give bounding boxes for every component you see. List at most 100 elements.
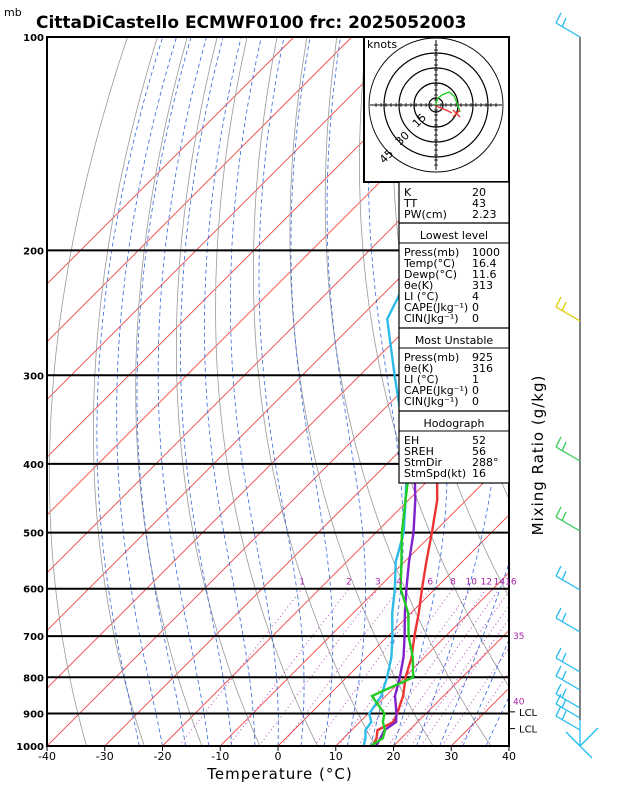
wind-barb-flag [555, 693, 562, 705]
moist-adiabat-line [180, 37, 233, 746]
y-unit-label: mb [4, 6, 22, 19]
isotherm-line [335, 572, 509, 746]
param-value: 288° [472, 456, 499, 469]
pressure-tick-label: 1000 [16, 742, 44, 753]
x-axis-title: Temperature (°C) [206, 765, 352, 783]
moist-adiabat-line [508, 745, 509, 746]
wind-barb-flag [561, 688, 567, 699]
lcl-label: LCL [519, 725, 538, 736]
mixing-ratio-line [459, 671, 509, 746]
mixing-ratio-axis-title: Mixing Ratio (g/kg) [529, 375, 547, 536]
dry-adiabat-line [606, 37, 618, 746]
hodograph-unit-label: knots [367, 38, 397, 51]
mixing-ratio-label: 8 [450, 578, 456, 588]
dry-adiabat-line [49, 37, 128, 746]
param-value: 0 [472, 384, 479, 397]
mixing-ratio-label: 4 [396, 578, 402, 588]
pressure-tick-label: 600 [23, 585, 44, 596]
mixing-ratio-label: 3 [375, 578, 381, 588]
wind-barb [555, 657, 581, 673]
param-label: θe(K) [404, 362, 433, 375]
temperature-tick-label: 40 [502, 750, 516, 763]
wind-barb [555, 22, 581, 38]
param-value: 11.6 [472, 268, 497, 281]
wind-barb-flag [555, 296, 562, 308]
temperature-tick-labels: -40 -30 -20 -10 0 10 20 30 40 [38, 746, 516, 763]
temperature-tick-label: 10 [329, 750, 343, 763]
wind-barb-flag [561, 670, 567, 681]
parameters-panel-frame [398, 181, 510, 484]
param-value: 1 [472, 373, 479, 386]
mixing-ratio-line [258, 588, 379, 746]
mixing-ratio-label: 1 [299, 578, 305, 588]
surface-wind-barb [565, 720, 599, 759]
pressure-tick-label: 700 [23, 632, 44, 643]
hodograph-trace [435, 91, 461, 113]
param-value: 16 [472, 467, 486, 480]
param-label: EH [404, 434, 419, 447]
wind-barb-flag [555, 436, 562, 448]
isotherm-line [47, 37, 410, 401]
dry-adiabats [49, 37, 618, 746]
pressure-tick-label: 400 [23, 460, 44, 471]
param-label: CIN(Jkg⁻¹) [404, 312, 459, 325]
temperature-tick-label: -20 [154, 750, 172, 763]
moist-adiabat-line [258, 37, 305, 746]
pressure-tick-label: 900 [23, 710, 44, 721]
dry-adiabat-line [359, 37, 509, 688]
pressure-tick-labels: 100 200 300 400 500 600 700 800 900 1000 [16, 33, 44, 753]
dry-adiabat-line [324, 37, 492, 746]
temperature-tick-label: 30 [444, 750, 458, 763]
right-scale-label: 40 [513, 697, 525, 707]
right-scale-label: 35 [513, 632, 524, 642]
moist-adiabat-line [136, 37, 192, 746]
param-label: Temp(°C) [403, 257, 455, 270]
pressure-tick-label: 500 [23, 529, 44, 540]
moist-adiabat-line [157, 37, 210, 746]
isotherm-line [508, 745, 509, 746]
param-label: K [404, 186, 412, 199]
wind-barb [555, 675, 581, 691]
pressure-tick-label: 800 [23, 673, 44, 684]
temperature-tick-label: -40 [38, 750, 56, 763]
wind-barb-flag [555, 683, 562, 695]
moist-adiabat-line [326, 37, 366, 746]
temperature-tick-label: 0 [275, 750, 282, 763]
param-section-header: Most Unstable [415, 334, 494, 347]
param-label: Press(mb) [404, 351, 459, 364]
lcl-label: LCL [519, 708, 538, 719]
wind-barb-flag [561, 710, 567, 721]
param-value: 4 [472, 290, 479, 303]
hodograph-ring [368, 37, 504, 173]
temperature-tick-label: -30 [96, 750, 114, 763]
isotherm-line [47, 225, 509, 689]
param-value: 56 [472, 445, 486, 458]
pressure-tick-label: 300 [23, 371, 44, 382]
wind-barb-flag [561, 511, 567, 522]
moist-adiabat-line [367, 37, 404, 746]
parcel-profile [369, 252, 509, 746]
isotherm-line [567, 37, 618, 746]
wind-barb-flag [555, 607, 562, 619]
param-label: StmDir [404, 456, 443, 469]
mixing-ratio-line [441, 647, 509, 746]
param-label: StmSpd(kt) [404, 467, 466, 480]
param-value: 43 [472, 197, 486, 210]
isotherms [47, 37, 618, 746]
mixing-ratio-line [228, 588, 350, 746]
mixing-ratio-label: 14 [494, 578, 506, 588]
wind-barb-flag [561, 301, 567, 312]
mixing-ratio-line [410, 605, 509, 746]
dry-adiabat-line [252, 37, 376, 746]
param-label: TT [403, 197, 418, 210]
param-value: 16.4 [472, 257, 497, 270]
wind-barb-flag [561, 17, 567, 28]
wind-barb-flag [561, 612, 567, 623]
param-value: 0 [472, 312, 479, 325]
isotherm-line [47, 37, 353, 343]
wind-barb [555, 306, 581, 322]
moist-adiabat-line [204, 37, 256, 746]
wind-barb [555, 715, 581, 731]
